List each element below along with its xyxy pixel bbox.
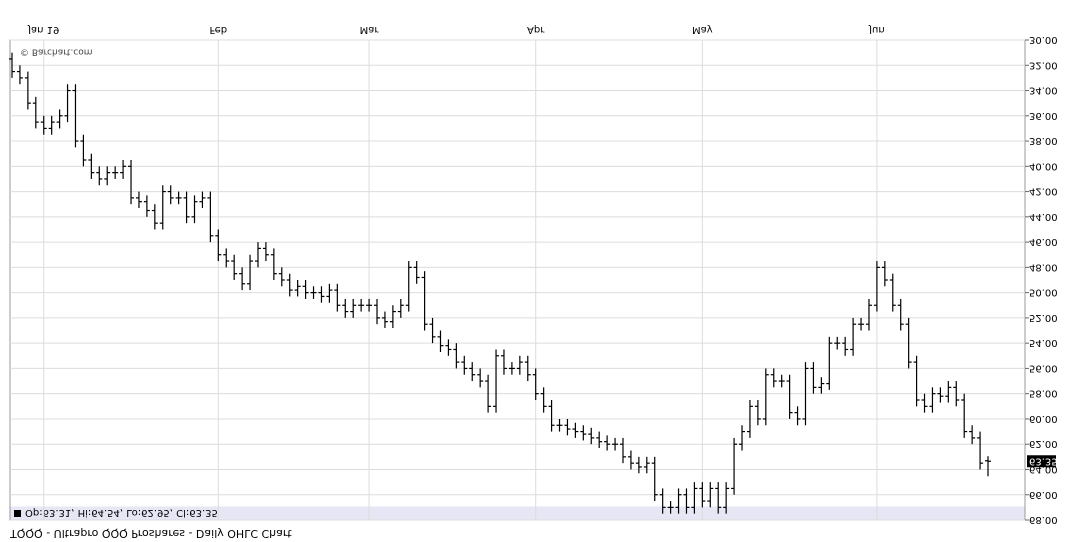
x-tick-label: Feb <box>209 24 227 35</box>
last-price-box <box>1027 455 1056 468</box>
y-tick-label: 60.00 <box>1029 413 1058 424</box>
x-tick-label: May <box>692 24 713 35</box>
x-tick-label: Mar <box>360 24 380 35</box>
legend-band <box>10 506 1025 520</box>
x-tick-label: Jun <box>868 24 885 35</box>
y-tick-label: 56.00 <box>1029 362 1058 373</box>
legend-swatch <box>14 510 21 517</box>
legend: Op:63.31, Hi:64.54, Lo:62.95, Cl:63.35 <box>25 507 218 518</box>
y-tick-label: 66.00 <box>1029 489 1058 500</box>
y-tick-label: 58.00 <box>1029 388 1058 399</box>
y-tick-label: 38.00 <box>1029 135 1058 146</box>
y-tick-label: 42.00 <box>1029 186 1058 197</box>
y-tick-label: 34.00 <box>1029 85 1058 96</box>
y-tick-label: 44.00 <box>1029 211 1058 222</box>
watermark: © Barchart.com <box>20 47 93 57</box>
y-tick-label: 46.00 <box>1029 236 1058 247</box>
x-tick-label: Jan 19 <box>27 24 59 35</box>
y-tick-label: 32.00 <box>1029 59 1058 70</box>
y-tick-label: 48.00 <box>1029 261 1058 272</box>
y-tick-label: 62.00 <box>1029 438 1058 449</box>
chart-title: TQQQ - Ultrapro QQQ Proshares - Daily OH… <box>9 527 292 540</box>
y-tick-label: 52.00 <box>1029 312 1058 323</box>
y-tick-label: 30.00 <box>1029 34 1058 45</box>
x-tick-label: Apr <box>527 24 545 35</box>
y-tick-label: 40.00 <box>1029 160 1058 171</box>
y-tick-label: 50.00 <box>1029 287 1058 298</box>
y-tick-label: 54.00 <box>1029 337 1058 348</box>
last-price-label: 63.35 <box>1029 455 1058 466</box>
y-tick-label: 68.00 <box>1029 514 1058 525</box>
y-tick-label: 36.00 <box>1029 110 1058 121</box>
plot-area <box>9 39 1026 521</box>
y-tick-label: 64.00 <box>1029 463 1058 474</box>
